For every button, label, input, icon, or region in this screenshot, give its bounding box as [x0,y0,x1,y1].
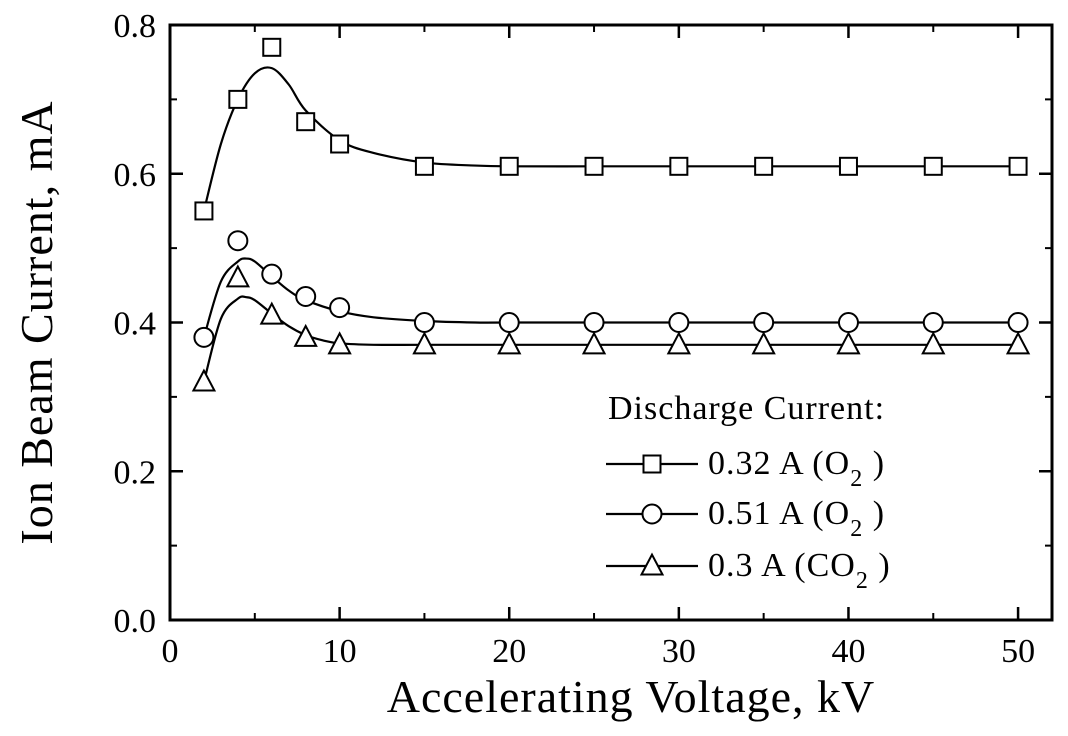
series-line [202,257,1019,338]
data-point-triangle [1005,331,1031,355]
data-point-triangle [666,331,692,355]
data-point-triangle [259,301,284,325]
data-point-circle [329,297,351,319]
data-point-square [754,156,774,176]
series-circle [193,230,1029,348]
data-point-triangle [581,331,607,355]
data-point-circle [753,312,775,333]
data-point-circle [922,312,944,333]
data-point-circle [498,312,520,333]
x-tick-label: 30 [662,633,696,670]
legend: Discharge Current: 0.32 A (O2 )0.51 A (O… [606,390,891,594]
legend-marker-circle [641,503,663,525]
data-point-circle [837,312,859,333]
y-tick-label: 0.4 [114,306,157,343]
data-point-square [923,156,943,176]
data-point-circle [1007,312,1029,333]
series-square [194,37,1028,221]
data-point-square [499,156,519,176]
data-point-circle [261,263,283,285]
data-point-circle [227,230,249,252]
data-point-square [669,156,689,176]
x-tick-label: 40 [831,633,865,670]
legend-label: 0.32 A (O2 ) [708,445,885,492]
series-line [202,295,1019,383]
data-point-triangle [751,331,776,355]
data-point-triangle [412,331,437,355]
data-point-triangle [327,331,352,355]
data-point-square [228,89,248,109]
y-tick-label: 0.8 [114,8,157,45]
data-point-triangle [225,264,251,288]
data-point-triangle [921,331,946,355]
legend-item: 0.32 A (O2 ) [606,445,885,492]
data-point-circle [583,312,605,333]
data-point-square [838,156,858,176]
data-point-square [262,37,282,57]
y-axis-title: Ion Beam Current, mA [11,100,62,544]
x-tick-label: 0 [162,633,179,670]
legend-label: 0.3 A (CO2 ) [708,547,891,594]
x-tick-label: 20 [492,633,526,670]
data-point-square [330,134,350,154]
data-point-square [414,156,434,176]
legend-marker-square [642,454,662,474]
data-point-circle [413,312,435,333]
axes: 0 10 20 30 40 50 0.0 0.2 0.4 0.6 0.8 [114,8,1054,670]
data-point-circle [295,285,317,307]
series-line [202,66,1019,212]
y-tick-label: 0.0 [114,603,157,640]
legend-item: 0.3 A (CO2 ) [606,547,891,594]
y-tick-label: 0.6 [114,157,157,194]
x-tick-label: 10 [323,633,357,670]
data-point-triangle [497,331,522,355]
x-tick-label: 50 [1001,633,1035,670]
data-point-triangle [293,323,318,347]
plot-area [191,37,1031,392]
series-triangle [191,264,1031,392]
data-point-square [584,156,604,176]
data-point-square [296,112,316,132]
legend-title: Discharge Current: [608,390,885,427]
legend-item: 0.51 A (O2 ) [606,495,885,542]
legend-marker-triangle [639,552,665,576]
data-point-circle [668,312,690,333]
data-point-square [194,201,214,221]
data-point-triangle [836,331,861,355]
data-point-triangle [191,368,217,392]
legend-label: 0.51 A (O2 ) [708,495,885,542]
data-point-circle [193,326,215,348]
data-point-square [1008,156,1028,176]
x-axis-title: Accelerating Voltage, kV [387,671,876,722]
y-tick-label: 0.2 [114,454,157,491]
